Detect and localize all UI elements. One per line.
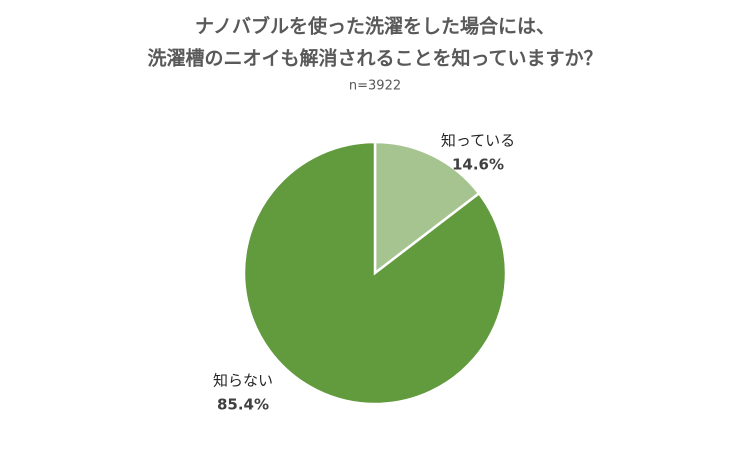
value-label: 14.6% bbox=[452, 156, 504, 174]
chart-title: 洗濯槽のニオイも解消されることを知っていますか？ bbox=[147, 47, 602, 70]
chart-subtitle: n=3922 bbox=[349, 79, 401, 94]
pie-slice bbox=[242, 140, 508, 406]
category-label: 知らない bbox=[213, 372, 273, 390]
pie-slice bbox=[373, 140, 481, 276]
chart-title: ナノバブルを使った洗濯をした場合には、 bbox=[195, 15, 555, 38]
value-label: 85.4% bbox=[217, 396, 269, 414]
category-label: 知っている bbox=[441, 132, 515, 150]
